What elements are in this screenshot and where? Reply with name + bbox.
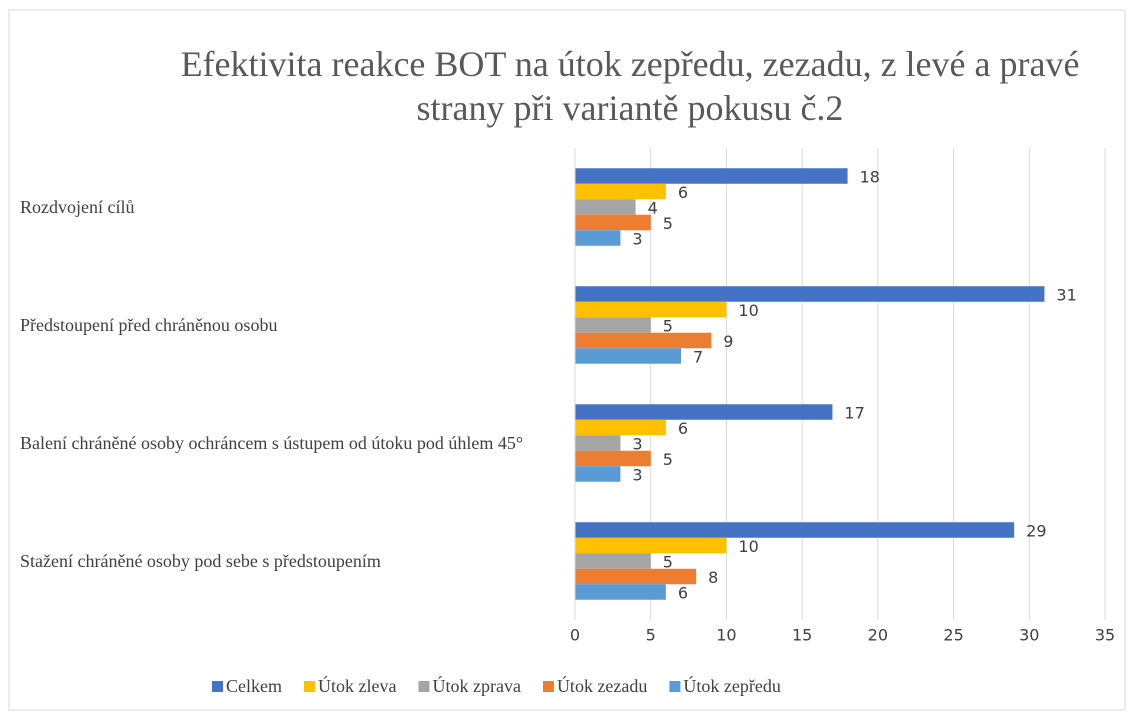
legend-swatch [542,681,554,692]
data-label: 10 [738,301,758,320]
x-tick-label: 5 [646,626,656,645]
bar [575,168,848,184]
category-label: Předstoupení před chráněnou osobu [20,315,278,335]
data-label: 6 [678,584,688,603]
data-label: 6 [678,183,688,202]
legend-label: Útok zprava [432,675,520,696]
data-label: 5 [663,553,673,572]
data-label: 9 [723,332,733,351]
bar [575,435,621,451]
bar [575,214,651,231]
x-tick-label: 25 [943,626,963,645]
bar [575,568,697,585]
data-label: 3 [632,466,642,485]
bar [575,199,636,215]
bar [575,584,666,600]
legend-label: Útok zleva [318,675,396,696]
data-label: 3 [632,435,642,454]
x-tick-label: 10 [716,626,736,645]
x-tick-label: 30 [1019,626,1039,645]
category-box: Rozdvojení cílů [20,197,135,217]
x-tick-label: 35 [1095,626,1115,645]
bar [575,317,651,333]
data-label: 7 [693,348,703,367]
bar [575,183,666,200]
bar [575,286,1045,302]
bar [575,419,666,436]
legend-label: Útok zepředu [683,675,780,696]
x-tick-label: 20 [868,626,888,645]
chart-title: Efektivita reakce BOT na útok zepředu, z… [180,44,1080,128]
data-label: 5 [663,317,673,336]
category-label: Rozdvojení cílů [20,197,135,217]
bar [575,404,833,420]
data-label: 5 [663,214,673,233]
bar [575,332,712,349]
category-box: Balení chráněné osoby ochráncem s ústupe… [20,433,524,453]
x-tick-label: 15 [792,626,812,645]
data-label: 17 [844,404,864,423]
data-label: 18 [860,168,880,187]
data-label: 3 [632,230,642,249]
bar [575,348,681,364]
bar [575,537,727,554]
x-tick-label: 0 [570,626,580,645]
category-box: Předstoupení před chráněnou osobu [20,315,278,335]
category-box: Stažení chráněné osoby pod sebe s předst… [20,551,381,571]
legend-swatch [669,681,681,692]
legend-label: Celkem [226,676,282,696]
bar [575,450,651,467]
data-label: 6 [678,419,688,438]
data-label: 31 [1056,286,1076,305]
data-label: 8 [708,568,718,587]
bar [575,301,727,318]
category-label: Stažení chráněné osoby pod sebe s předst… [20,551,381,571]
category-label: Balení chráněné osoby ochráncem s ústupe… [20,433,524,453]
data-label: 10 [738,537,758,556]
title-box: Efektivita reakce BOT na útok zepředu, z… [180,44,1080,128]
bar [575,553,651,569]
legend-swatch [418,681,430,692]
data-label: 4 [648,199,658,218]
data-label: 5 [663,450,673,469]
legend-swatch [212,681,223,692]
chart-frame [8,9,1126,711]
data-label: 29 [1026,522,1046,541]
bar [575,466,621,482]
bar [575,230,621,246]
bar [575,522,1015,538]
legend-label: Útok zezadu [557,675,647,696]
legend-swatch [304,681,315,692]
